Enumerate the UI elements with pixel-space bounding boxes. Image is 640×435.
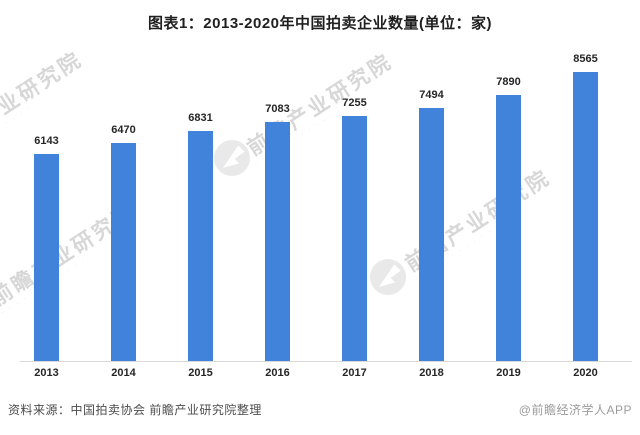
chart-footer: 资料来源：中国拍卖协会 前瞻产业研究院整理 @前瞻经济学人APP [0, 401, 640, 418]
bar [188, 131, 213, 362]
source-note: 资料来源：中国拍卖协会 前瞻产业研究院整理 [8, 403, 262, 417]
x-axis-label: 2014 [111, 367, 136, 379]
watermark-logo-icon [214, 140, 250, 176]
bar-value-label: 7890 [496, 76, 521, 88]
bar [342, 116, 367, 362]
years-row: 2013 2014 2015 2016 2017 2018 2019 2020 [8, 367, 624, 379]
bar [573, 72, 598, 362]
x-axis-line [20, 361, 632, 362]
bar [496, 95, 521, 362]
bar-column: 7255 [316, 97, 393, 362]
x-axis-label: 2016 [265, 367, 290, 379]
bar-column: 7890 [470, 76, 547, 362]
bar-column: 7083 [239, 103, 316, 362]
bar-value-label: 7255 [342, 97, 367, 109]
bar-value-label: 8565 [573, 53, 598, 65]
bar-column: 8565 [547, 53, 624, 362]
bar [34, 154, 59, 362]
bars-row: 6143 6470 6831 7083 7255 7494 7890 8565 [8, 0, 624, 362]
bar-value-label: 7083 [265, 103, 290, 115]
chart-title: 图表1：2013-2020年中国拍卖企业数量(单位：家) [147, 15, 493, 32]
x-axis-label: 2013 [34, 367, 59, 379]
bar-value-label: 7494 [419, 89, 444, 101]
bar-value-label: 6470 [111, 124, 136, 136]
watermark-logo-icon [370, 259, 406, 295]
x-axis-label: 2015 [188, 367, 213, 379]
bar-column: 6143 [8, 135, 85, 362]
x-axis-label: 2020 [573, 367, 598, 379]
bar-column: 6470 [85, 124, 162, 362]
bar-value-label: 6831 [188, 112, 213, 124]
x-axis-label: 2018 [419, 367, 444, 379]
x-axis-label: 2019 [496, 367, 521, 379]
x-axis-label: 2017 [342, 367, 367, 379]
bar [265, 122, 290, 362]
bar [419, 108, 444, 362]
bar-column: 7494 [393, 89, 470, 362]
bar-value-label: 6143 [34, 135, 59, 147]
credit-note: @前瞻经济学人APP [518, 403, 632, 417]
bar-column: 6831 [162, 112, 239, 362]
bar [111, 143, 136, 362]
